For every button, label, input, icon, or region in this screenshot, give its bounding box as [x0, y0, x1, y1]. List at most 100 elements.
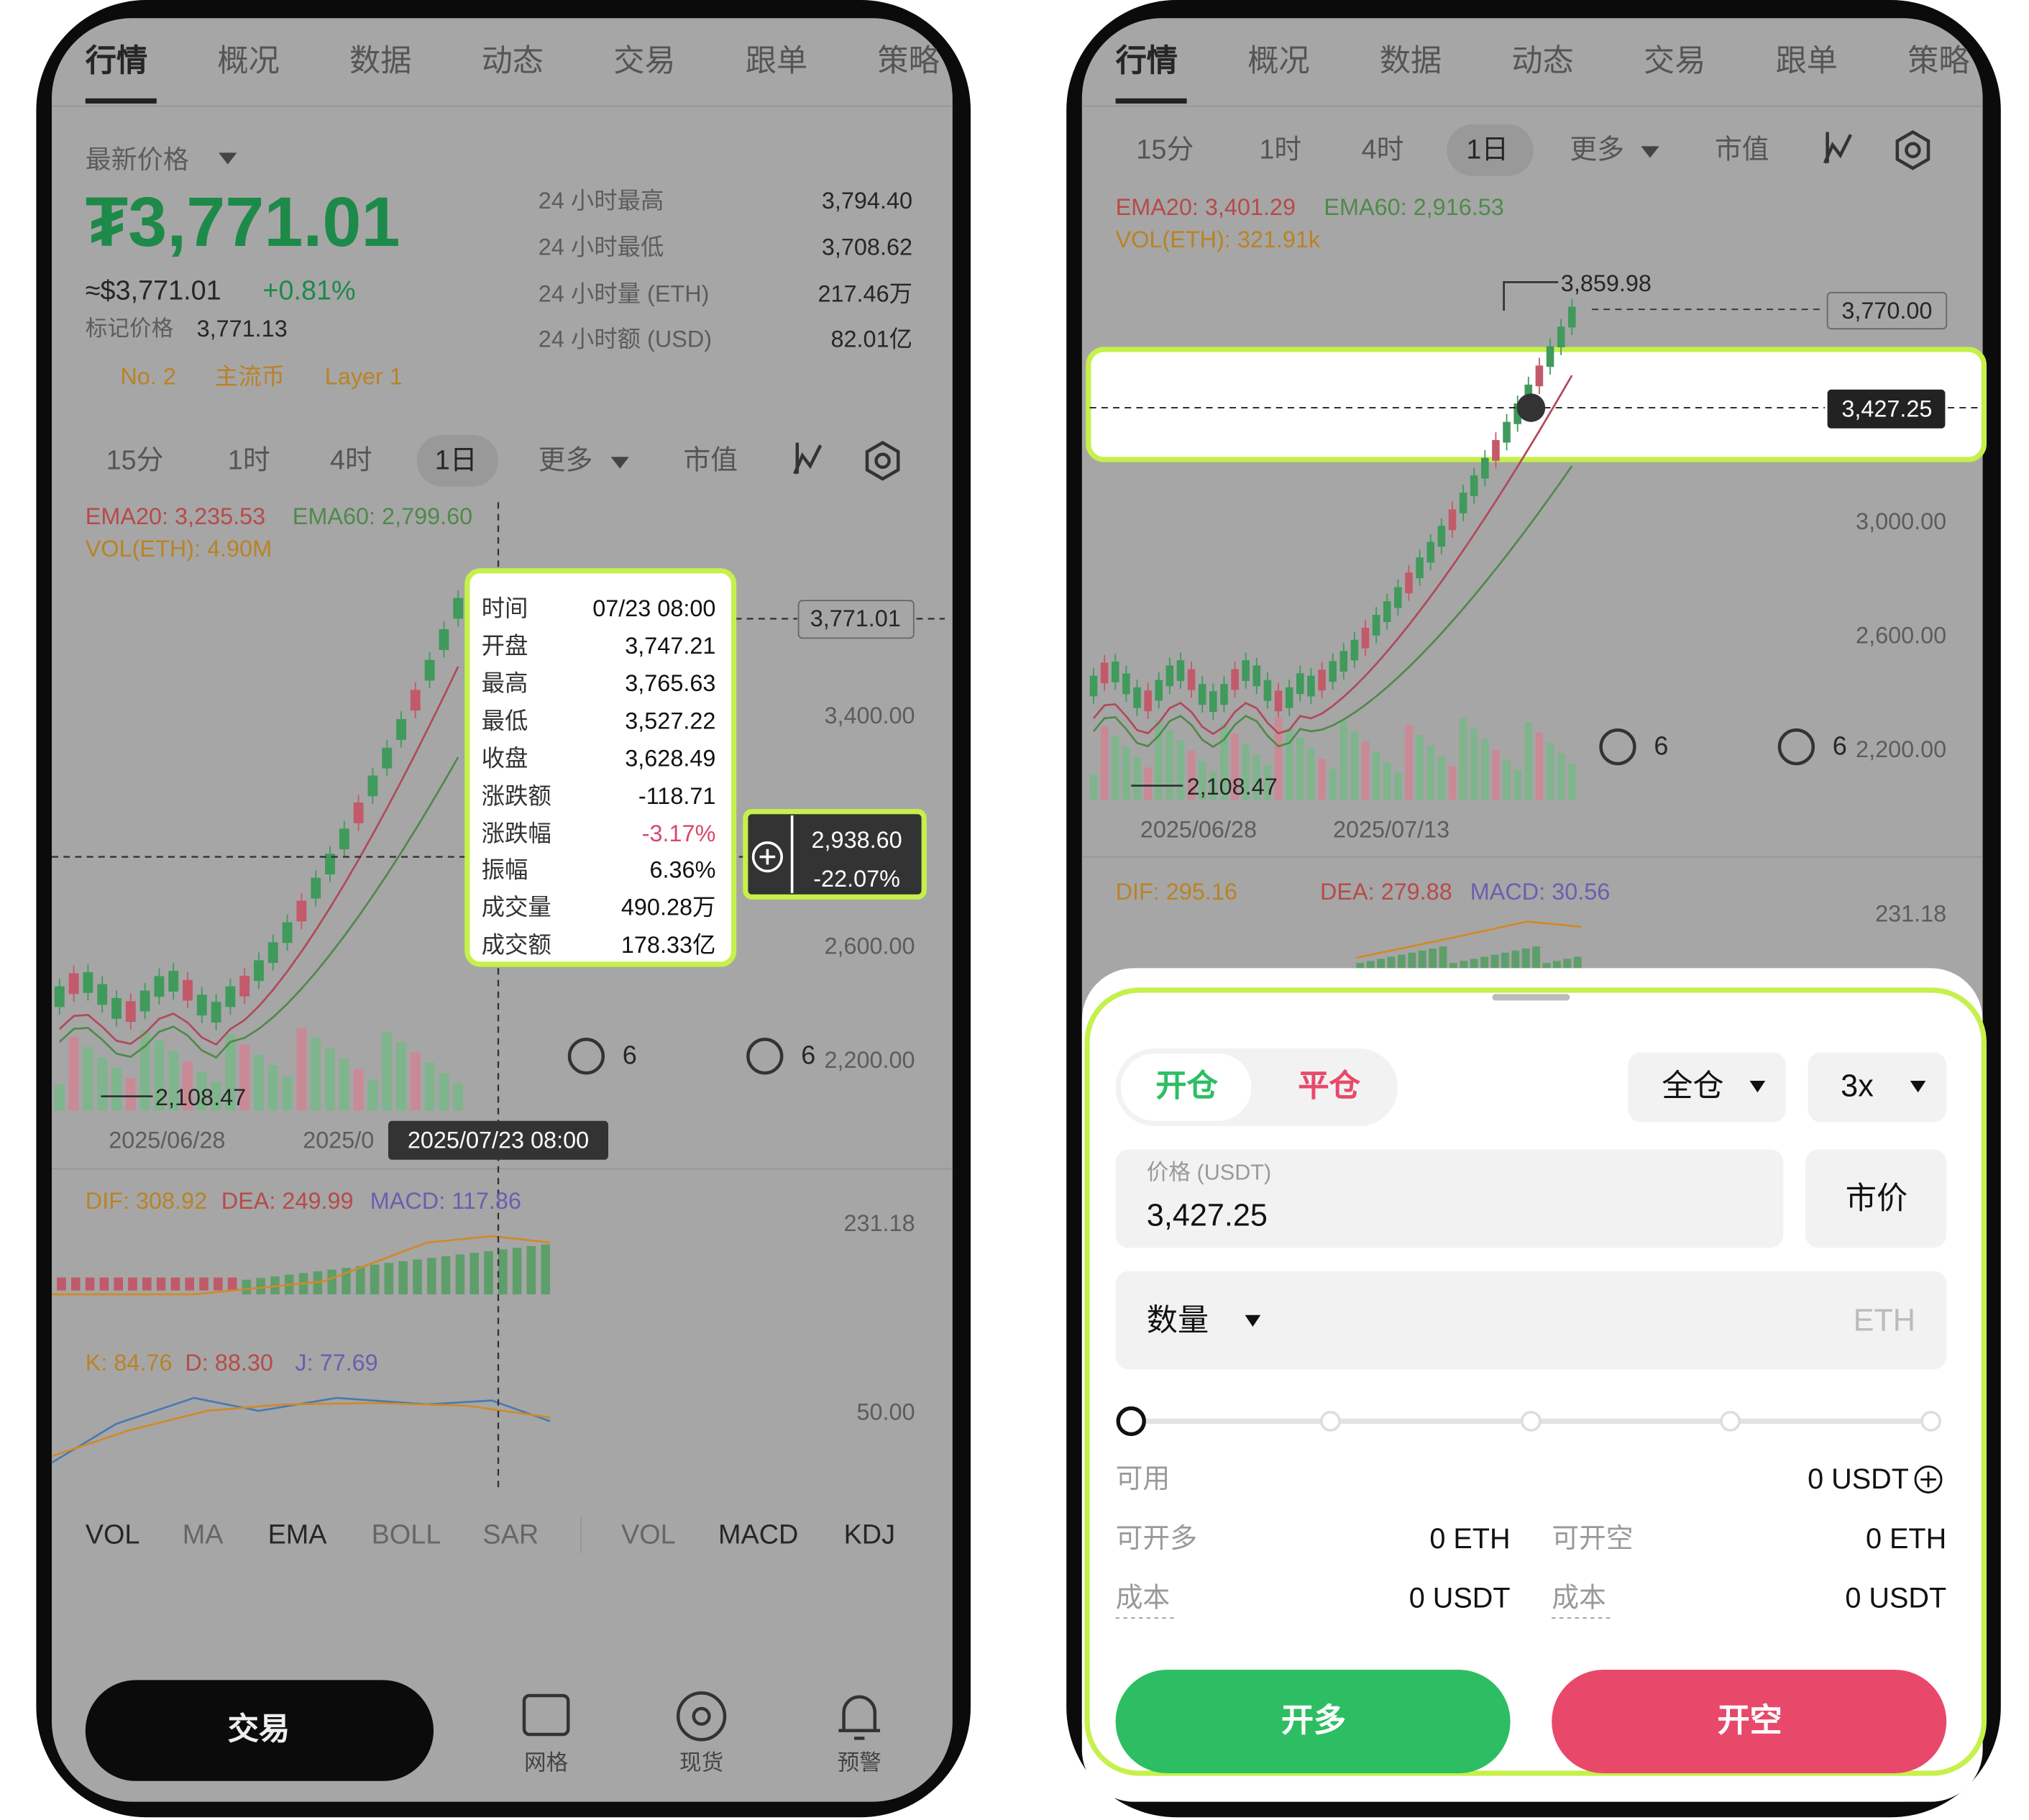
label[interactable]: 开多: [1281, 1702, 1347, 1739]
indicator-tab[interactable]: SAR: [482, 1520, 539, 1550]
interval-pill: [416, 434, 498, 487]
indicator-tab[interactable]: VOL: [85, 1520, 140, 1550]
tab[interactable]: 策略: [877, 44, 940, 79]
label[interactable]: 3x: [1841, 1069, 1874, 1105]
sell-button[interactable]: [1552, 1670, 1947, 1773]
chart-decoration: [1557, 753, 1565, 800]
chart-decoration: [239, 975, 250, 997]
high-marker-line: [1503, 281, 1559, 311]
chart-decoration: [541, 1244, 550, 1294]
label: 可开空: [1552, 1524, 1634, 1554]
chart-decoration: [1416, 557, 1424, 579]
interval[interactable]: 15分: [1136, 135, 1194, 165]
crosshair-date: 2025/07/23 08:00: [407, 1127, 590, 1153]
interval[interactable]: 1时: [1259, 135, 1302, 165]
interval[interactable]: 1时: [227, 446, 270, 476]
chart-decoration: [211, 1082, 221, 1111]
indicator-tab[interactable]: VOL: [621, 1520, 676, 1550]
chart-decoration: [1155, 719, 1163, 800]
tab[interactable]: 概况: [217, 44, 280, 79]
interval[interactable]: 市值: [1715, 135, 1769, 165]
slider-knob[interactable]: [1116, 1406, 1146, 1437]
chart-decoration: [1524, 722, 1533, 800]
label[interactable]: 开仓: [1155, 1069, 1218, 1105]
chart-decoration: [1296, 738, 1304, 800]
tab[interactable]: 数据: [349, 44, 412, 79]
label[interactable]: 市价: [1845, 1181, 1908, 1217]
indicator-tab[interactable]: BOLL: [371, 1520, 441, 1550]
interval[interactable]: 1日: [434, 446, 477, 476]
chart-decoration: [1198, 684, 1206, 705]
tab[interactable]: 行情: [85, 44, 148, 79]
tab[interactable]: 跟单: [1775, 44, 1838, 79]
indicator-tab[interactable]: EMA: [267, 1520, 327, 1550]
chart-decoration: [1111, 661, 1119, 682]
tab[interactable]: 跟单: [745, 44, 808, 79]
chart-decoration: [1339, 721, 1348, 800]
chart-decoration: [125, 1001, 136, 1023]
label: MACD: 30.56: [1470, 879, 1611, 905]
chart-decoration: [424, 659, 435, 681]
label: EMA20: 3,235.53: [85, 503, 266, 530]
interval[interactable]: 15分: [106, 446, 164, 476]
nav-label[interactable]: 网格: [524, 1750, 569, 1775]
amount-input[interactable]: [1115, 1271, 1947, 1370]
chart-decoration: [1361, 627, 1370, 649]
last-price: ₮3,771.01: [85, 183, 400, 262]
tab[interactable]: 动态: [1511, 44, 1574, 79]
market-button[interactable]: [1805, 1149, 1947, 1248]
tab[interactable]: 概况: [1247, 44, 1310, 79]
tooltip-label: 振幅: [481, 856, 528, 883]
tab[interactable]: 交易: [613, 44, 676, 79]
label: 成本: [1115, 1583, 1171, 1614]
indicator-tab[interactable]: MA: [182, 1520, 224, 1550]
chart-decoration: [1460, 961, 1468, 969]
tag: Layer 1: [324, 363, 403, 390]
tooltip-label: 最低: [481, 708, 528, 734]
tooltip-value: 3,747.21: [625, 633, 716, 659]
interval[interactable]: 更多: [538, 446, 593, 476]
chart-decoration: [1470, 959, 1478, 969]
axis-label: 231.18: [1875, 900, 1947, 927]
tab[interactable]: 策略: [1907, 44, 1970, 79]
tab[interactable]: 数据: [1379, 44, 1442, 79]
label: VOL(ETH): 321.91k: [1115, 227, 1321, 252]
label[interactable]: 开空: [1717, 1702, 1782, 1739]
chart-decoration: [1339, 651, 1348, 672]
interval[interactable]: 市值: [683, 446, 738, 476]
tab[interactable]: 交易: [1644, 44, 1706, 79]
label: MACD: 117.86: [370, 1188, 521, 1215]
leverage-select[interactable]: [1808, 1052, 1947, 1122]
chart-decoration: [1567, 306, 1576, 328]
buy-button[interactable]: [1115, 1670, 1511, 1773]
indicator-tab[interactable]: MACD: [718, 1520, 799, 1550]
interval[interactable]: 4时: [1361, 135, 1404, 165]
date-tag-box: [388, 1120, 608, 1160]
chart-decoration: [382, 747, 393, 769]
chart-decoration: [1546, 346, 1554, 367]
chart-decoration: [1350, 731, 1359, 800]
margin-select[interactable]: [1628, 1052, 1786, 1122]
label[interactable]: 全仓: [1662, 1069, 1724, 1105]
nav-label[interactable]: 预警: [837, 1750, 881, 1775]
indicator-tab[interactable]: KDJ: [843, 1520, 896, 1550]
interval[interactable]: 1日: [1466, 135, 1509, 165]
trade-button[interactable]: [85, 1680, 434, 1781]
price-input[interactable]: [1115, 1149, 1784, 1248]
label[interactable]: 平仓: [1298, 1069, 1360, 1105]
add-icon[interactable]: [1914, 1465, 1943, 1494]
tab[interactable]: 动态: [481, 44, 544, 79]
interval[interactable]: 4时: [330, 446, 372, 476]
axis-label: 2,600.00: [1856, 622, 1947, 649]
interval[interactable]: 更多: [1570, 135, 1624, 165]
label: 3,771.13: [196, 316, 288, 342]
label[interactable]: 数量: [1146, 1303, 1209, 1339]
tooltip-value: -3.17%: [641, 820, 716, 847]
chart-decoration: [311, 877, 321, 899]
tab[interactable]: 行情: [1115, 44, 1178, 79]
chart-decoration: [1521, 948, 1530, 969]
nav-label[interactable]: 现货: [679, 1750, 724, 1775]
label: 成本: [1552, 1583, 1606, 1614]
trade-button-label[interactable]: 交易: [227, 1712, 290, 1747]
stat-value: 82.01亿: [830, 326, 912, 352]
